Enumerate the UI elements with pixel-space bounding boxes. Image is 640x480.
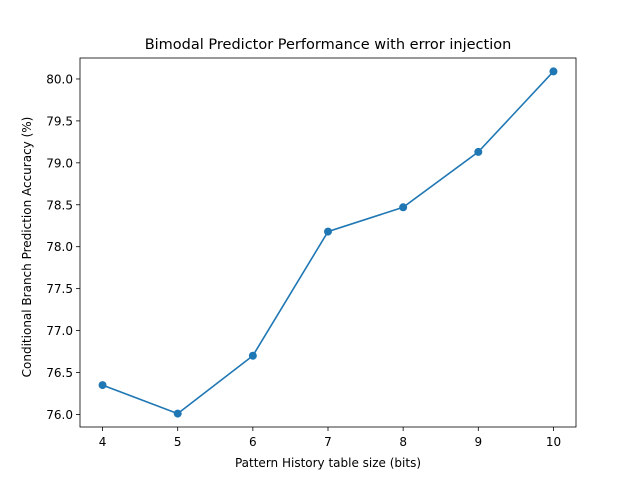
- x-tick-label: 4: [99, 435, 107, 449]
- data-series: [98, 67, 558, 418]
- data-point: [324, 227, 332, 236]
- y-tick-label: 79.0: [46, 156, 73, 170]
- data-point: [549, 67, 558, 76]
- x-tick-label: 9: [474, 435, 482, 449]
- y-tick-label: 78.0: [46, 240, 73, 254]
- data-point: [474, 147, 483, 156]
- x-tick-label: 5: [174, 435, 182, 449]
- y-tick-label: 78.5: [46, 198, 73, 212]
- data-point: [98, 381, 107, 390]
- y-tick-label: 77.5: [46, 282, 73, 296]
- chart-title: Bimodal Predictor Performance with error…: [145, 37, 512, 53]
- data-point: [173, 409, 182, 418]
- y-tick-label: 76.5: [46, 366, 73, 380]
- x-axis-ticks: 4 5 6 7 8 9 10: [99, 427, 561, 449]
- x-tick-label: 6: [249, 435, 257, 449]
- data-point: [399, 203, 408, 212]
- plot-frame: [79, 57, 577, 428]
- y-axis-label: Conditional Branch Prediction Accuracy (…: [20, 117, 34, 378]
- x-tick-label: 8: [399, 435, 407, 449]
- y-tick-label: 76.0: [46, 408, 73, 422]
- y-tick-label: 77.0: [46, 324, 73, 338]
- x-tick-label: 10: [546, 435, 561, 449]
- y-tick-label: 79.5: [46, 114, 73, 128]
- y-tick-label: 80.0: [46, 72, 73, 86]
- x-axis-label: Pattern History table size (bits): [235, 456, 421, 470]
- x-tick-label: 7: [324, 435, 332, 449]
- data-point: [248, 351, 257, 360]
- y-axis-ticks: 76.0 76.5 77.0 77.5 78.0 78.5 79.0 79.5 80.0: [46, 72, 80, 422]
